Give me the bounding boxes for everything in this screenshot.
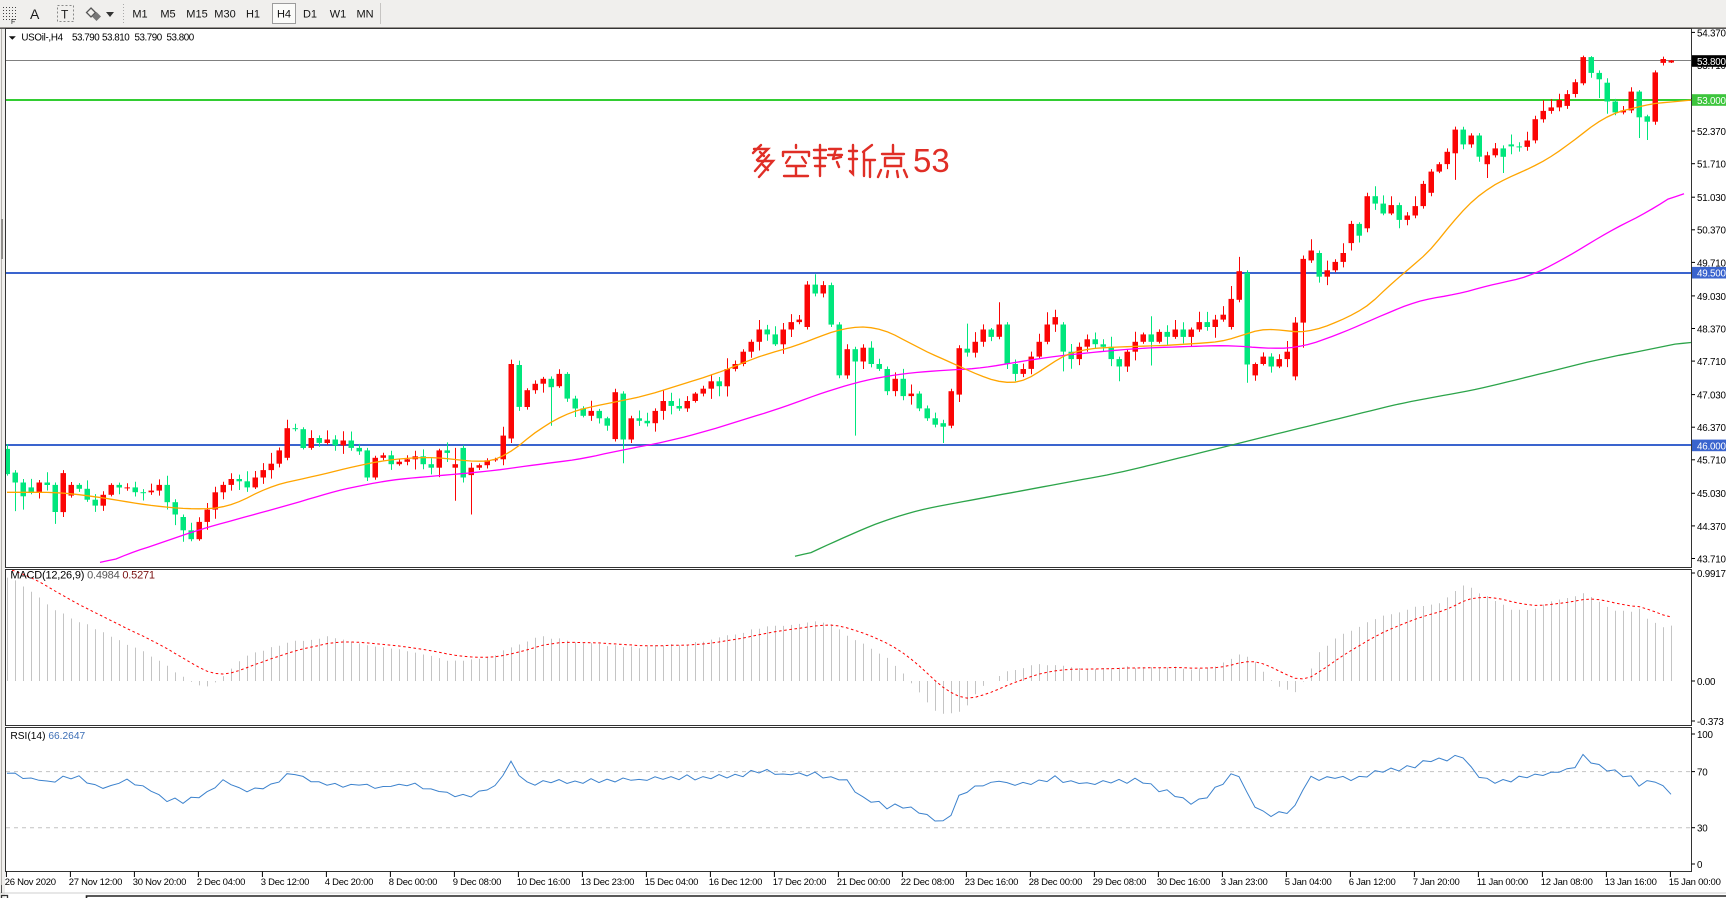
svg-text:5 Jan 04:00: 5 Jan 04:00 (1285, 877, 1332, 888)
svg-text:RSI(14) 66.2647: RSI(14) 66.2647 (10, 731, 85, 742)
svg-text:11 Jan 00:00: 11 Jan 00:00 (1477, 877, 1528, 888)
svg-text:53.790: 53.790 (135, 33, 163, 44)
svg-text:23 Dec 16:00: 23 Dec 16:00 (965, 877, 1019, 888)
svg-text:47.030: 47.030 (1697, 391, 1726, 402)
svg-text:16 Dec 12:00: 16 Dec 12:00 (709, 877, 763, 888)
svg-text:70: 70 (1697, 768, 1708, 779)
svg-text:H4: H4 (277, 9, 291, 21)
svg-text:13 Jan 16:00: 13 Jan 16:00 (1605, 877, 1657, 888)
svg-text:13 Dec 23:00: 13 Dec 23:00 (581, 877, 635, 888)
svg-text:30 Nov 20:00: 30 Nov 20:00 (133, 877, 187, 888)
svg-text:30: 30 (1697, 824, 1708, 835)
svg-text:3 Dec 12:00: 3 Dec 12:00 (261, 877, 309, 888)
svg-text:30 Dec 16:00: 30 Dec 16:00 (1157, 877, 1211, 888)
svg-text:6 Jan 12:00: 6 Jan 12:00 (1349, 877, 1396, 888)
svg-text:43.710: 43.710 (1697, 554, 1726, 565)
svg-text:27 Nov 12:00: 27 Nov 12:00 (69, 877, 123, 888)
svg-text:MACD(12,26,9) 0.4984 0.5271: MACD(12,26,9) 0.4984 0.5271 (10, 570, 155, 582)
svg-text:8 Dec 00:00: 8 Dec 00:00 (389, 877, 437, 888)
svg-text:53.800: 53.800 (1697, 57, 1726, 68)
svg-text:45.710: 45.710 (1697, 456, 1726, 467)
svg-text:53.000: 53.000 (1697, 96, 1726, 107)
svg-text:4 Dec 20:00: 4 Dec 20:00 (325, 877, 373, 888)
svg-text:7 Jan 20:00: 7 Jan 20:00 (1413, 877, 1460, 888)
svg-text:52.370: 52.370 (1697, 127, 1726, 138)
svg-text:0.00: 0.00 (1697, 677, 1716, 688)
svg-text:USOil-,H4: USOil-,H4 (21, 33, 63, 44)
svg-text:15 Jan 00:00: 15 Jan 00:00 (1669, 877, 1721, 888)
svg-text:M1: M1 (132, 9, 147, 21)
svg-text:53.800: 53.800 (167, 33, 195, 44)
svg-text:M30: M30 (214, 9, 235, 21)
svg-text:H1: H1 (246, 9, 260, 21)
svg-text:W1: W1 (330, 9, 347, 21)
svg-text:100: 100 (1697, 730, 1713, 741)
svg-text:46.000: 46.000 (1697, 441, 1726, 452)
svg-text:45.030: 45.030 (1697, 489, 1726, 500)
svg-text:49.030: 49.030 (1697, 292, 1726, 303)
svg-text:3 Jan 23:00: 3 Jan 23:00 (1221, 877, 1268, 888)
svg-text:54.370: 54.370 (1697, 28, 1726, 39)
svg-text:12 Jan 08:00: 12 Jan 08:00 (1541, 877, 1593, 888)
svg-text:29 Dec 08:00: 29 Dec 08:00 (1093, 877, 1147, 888)
svg-text:46.370: 46.370 (1697, 423, 1726, 434)
svg-text:26 Nov 2020: 26 Nov 2020 (5, 877, 56, 888)
svg-text:47.710: 47.710 (1697, 357, 1726, 368)
svg-text:50.370: 50.370 (1697, 226, 1726, 237)
svg-text:53: 53 (913, 142, 950, 179)
svg-text:51.710: 51.710 (1697, 160, 1726, 171)
svg-text:F: F (11, 19, 15, 26)
svg-text:T: T (61, 8, 69, 22)
svg-text:49.710: 49.710 (1697, 258, 1726, 269)
svg-text:17 Dec 20:00: 17 Dec 20:00 (773, 877, 827, 888)
svg-text:22 Dec 08:00: 22 Dec 08:00 (901, 877, 955, 888)
svg-text:10 Dec 16:00: 10 Dec 16:00 (517, 877, 571, 888)
svg-text:0: 0 (1697, 860, 1703, 871)
svg-text:-0.373: -0.373 (1697, 717, 1724, 728)
svg-text:48.370: 48.370 (1697, 324, 1726, 335)
svg-text:2 Dec 04:00: 2 Dec 04:00 (197, 877, 245, 888)
svg-text:53.790: 53.790 (72, 33, 100, 44)
svg-text:D1: D1 (303, 9, 317, 21)
svg-text:9 Dec 08:00: 9 Dec 08:00 (453, 877, 501, 888)
svg-text:53.810: 53.810 (102, 33, 130, 44)
svg-text:MN: MN (356, 9, 373, 21)
svg-text:44.370: 44.370 (1697, 522, 1726, 533)
svg-text:A: A (30, 6, 40, 22)
svg-text:21 Dec 00:00: 21 Dec 00:00 (837, 877, 891, 888)
svg-text:0.9917: 0.9917 (1697, 569, 1726, 580)
svg-text:51.030: 51.030 (1697, 193, 1726, 204)
svg-text:28 Dec 00:00: 28 Dec 00:00 (1029, 877, 1083, 888)
svg-text:49.500: 49.500 (1697, 269, 1726, 280)
svg-text:15 Dec 04:00: 15 Dec 04:00 (645, 877, 699, 888)
svg-text:M15: M15 (186, 9, 207, 21)
svg-text:M5: M5 (160, 9, 175, 21)
